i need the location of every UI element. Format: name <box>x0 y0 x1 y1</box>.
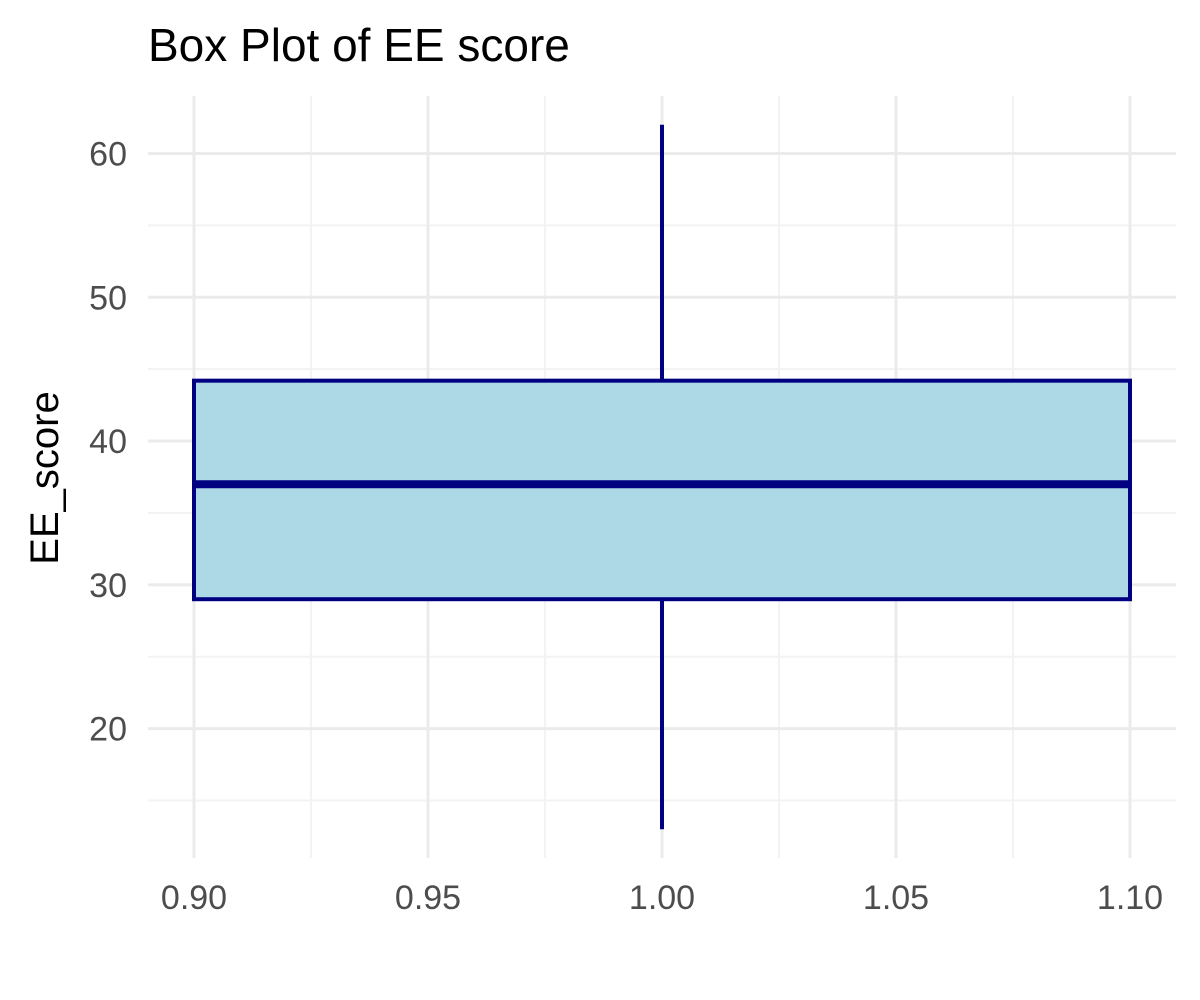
y-axis-title: EE_score <box>23 391 67 564</box>
x-tick-label: 1.05 <box>863 879 929 917</box>
box-plot-marks <box>192 124 1132 830</box>
x-tick-label: 1.00 <box>629 879 695 917</box>
y-axis-tick-labels: 20 30 40 50 60 <box>89 136 127 749</box>
chart-title: Box Plot of EE score <box>148 19 570 71</box>
interquartile-box <box>192 378 1132 602</box>
x-tick-label: 0.90 <box>161 879 227 917</box>
y-tick-label: 20 <box>89 711 127 749</box>
y-tick-label: 40 <box>89 423 127 461</box>
x-tick-label: 0.95 <box>395 879 461 917</box>
y-tick-label: 50 <box>89 279 127 317</box>
y-tick-label: 30 <box>89 567 127 605</box>
x-tick-label: 1.10 <box>1097 879 1163 917</box>
y-tick-label: 60 <box>89 136 127 174</box>
x-axis-tick-labels: 0.90 0.95 1.00 1.05 1.10 <box>161 879 1163 917</box>
